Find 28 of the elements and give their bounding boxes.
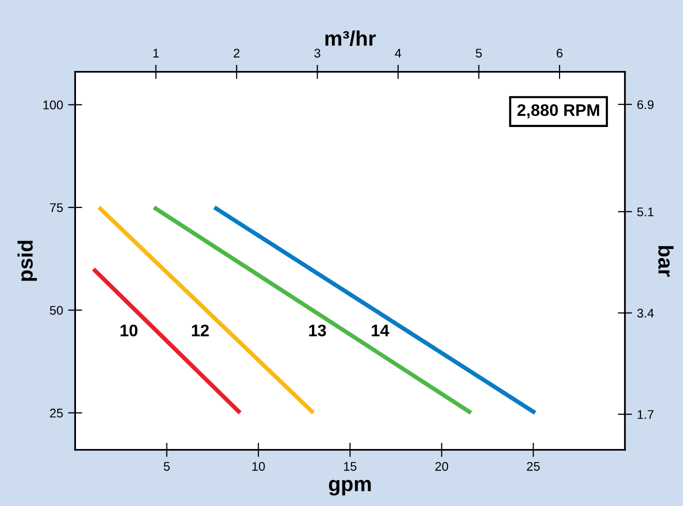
y-tick-label: 25 bbox=[50, 408, 63, 418]
series-label: 12 bbox=[192, 324, 209, 336]
series-label: 14 bbox=[372, 324, 390, 336]
x-tick-label: 20 bbox=[435, 462, 448, 471]
y2-axis-title: bar bbox=[658, 246, 674, 277]
series-label: 10 bbox=[120, 324, 138, 336]
x2-tick-label: 6 bbox=[556, 48, 562, 58]
x2-tick-label: 3 bbox=[314, 48, 320, 58]
series-label: 13 bbox=[309, 324, 326, 336]
x-tick-label: 5 bbox=[164, 462, 170, 471]
x2-axis-title: m³/hr bbox=[325, 30, 376, 46]
y2-tick-label: 6.9 bbox=[637, 100, 654, 110]
y-tick-label: 75 bbox=[50, 203, 63, 212]
y2-tick-label: 1.7 bbox=[638, 410, 654, 419]
y-tick-label: 100 bbox=[43, 100, 63, 110]
y2-tick-label: 3.4 bbox=[637, 308, 654, 318]
y-tick-label: 50 bbox=[50, 306, 63, 315]
x2-tick-label: 5 bbox=[476, 48, 482, 58]
y2-tick-label: 5.1 bbox=[637, 208, 654, 216]
x2-tick-label: 2 bbox=[234, 48, 240, 58]
x-tick-label: 10 bbox=[252, 462, 265, 471]
annotation: 2,880 RPM bbox=[517, 104, 600, 118]
x2-tick-label: 4 bbox=[394, 48, 402, 58]
x-tick-label: 15 bbox=[344, 462, 356, 471]
x-axis-title: gpm bbox=[328, 480, 371, 496]
y-axis-title: psid bbox=[17, 240, 37, 281]
x-tick-label: 25 bbox=[526, 462, 540, 471]
x2-tick-label: 1 bbox=[153, 48, 159, 58]
